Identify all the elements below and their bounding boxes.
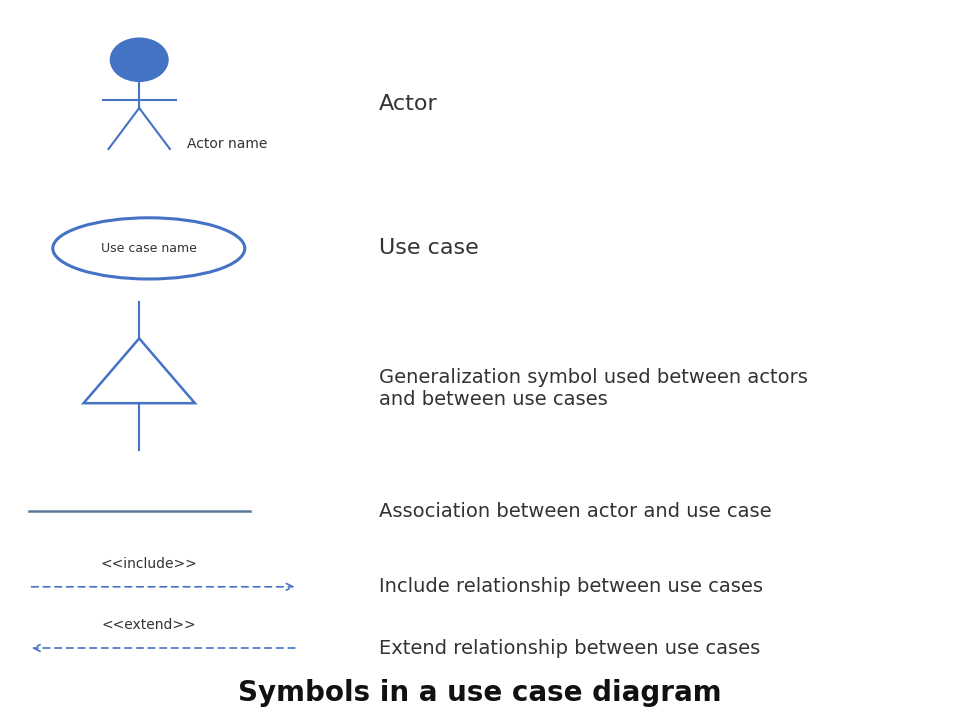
- Circle shape: [110, 38, 168, 81]
- Text: Use case: Use case: [379, 238, 479, 258]
- Text: Generalization symbol used between actors
and between use cases: Generalization symbol used between actor…: [379, 369, 808, 409]
- Text: Use case name: Use case name: [101, 242, 197, 255]
- Text: Extend relationship between use cases: Extend relationship between use cases: [379, 639, 760, 657]
- Text: <<extend>>: <<extend>>: [102, 618, 196, 632]
- Text: Association between actor and use case: Association between actor and use case: [379, 502, 772, 521]
- Text: Actor: Actor: [379, 94, 438, 114]
- Text: Symbols in a use case diagram: Symbols in a use case diagram: [238, 679, 722, 707]
- Text: Actor name: Actor name: [187, 137, 268, 151]
- Text: <<include>>: <<include>>: [101, 557, 197, 571]
- Text: Include relationship between use cases: Include relationship between use cases: [379, 577, 763, 596]
